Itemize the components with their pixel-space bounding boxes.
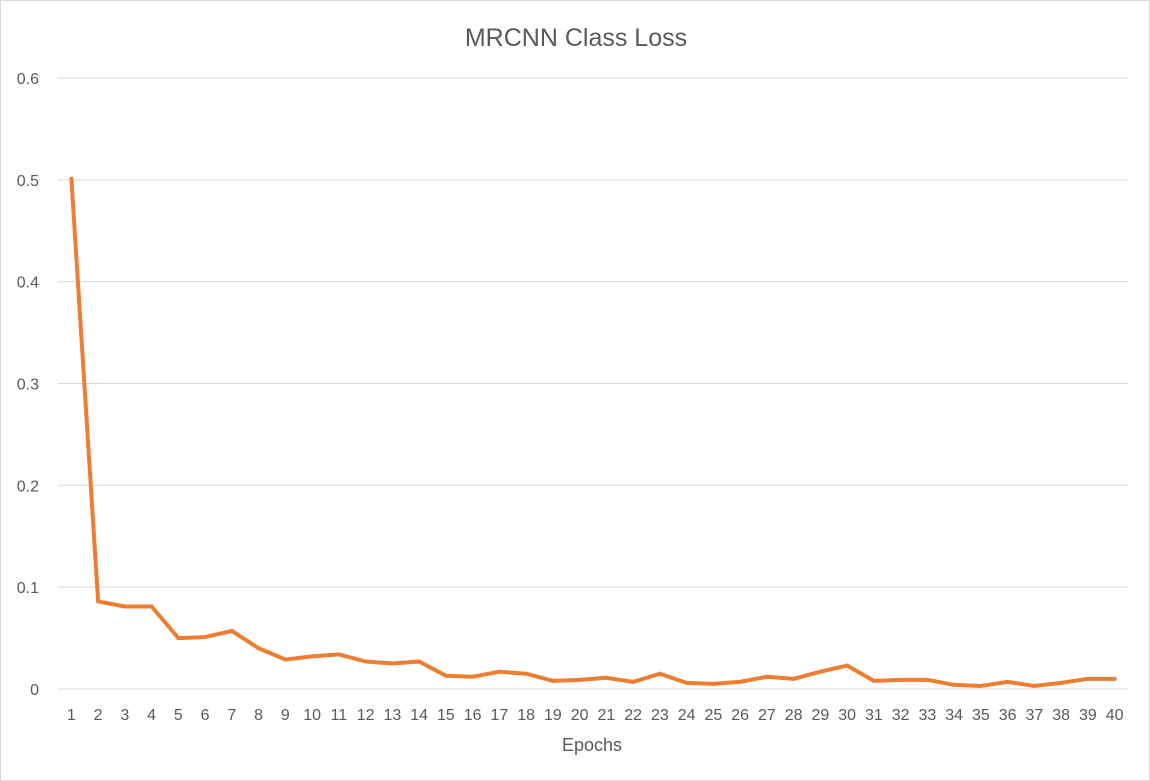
data-point [96, 599, 101, 604]
data-point [577, 677, 582, 682]
data-point [363, 659, 368, 664]
data-point [604, 675, 609, 680]
x-tick-label: 19 [544, 707, 562, 724]
x-tick-label: 17 [490, 707, 508, 724]
data-point [550, 678, 555, 683]
data-point [310, 654, 315, 659]
data-point [925, 677, 930, 682]
x-axis-tick-labels: 1 2 3 4 5 6 7 8 9 10 11 12 13 14 15 16 17 18 19 20 21 22 23 24 2… [67, 707, 1124, 724]
data-point [631, 679, 636, 684]
x-tick-label: 5 [174, 707, 183, 724]
x-tick-label: 37 [1025, 707, 1043, 724]
x-tick-label: 34 [945, 707, 963, 724]
x-tick-label: 22 [624, 707, 642, 724]
y-tick-label: 0.4 [17, 275, 39, 292]
y-tick-label: 0.2 [17, 478, 39, 495]
data-point [470, 674, 475, 679]
data-point [229, 628, 234, 633]
x-tick-label: 7 [227, 707, 236, 724]
data-point [203, 635, 208, 640]
data-point [657, 671, 662, 676]
x-tick-label: 23 [651, 707, 669, 724]
data-point [738, 679, 743, 684]
data-point [336, 652, 341, 657]
data-point [978, 683, 983, 688]
x-tick-label: 25 [704, 707, 722, 724]
data-point [952, 682, 957, 687]
y-tick-label: 0.6 [17, 71, 39, 88]
x-tick-label: 11 [331, 707, 348, 724]
x-tick-label: 2 [94, 707, 103, 724]
x-tick-label: 36 [999, 707, 1017, 724]
x-tick-label: 4 [147, 707, 156, 724]
x-tick-label: 21 [597, 707, 615, 724]
x-tick-label: 30 [838, 707, 856, 724]
chart-title: MRCNN Class Loss [465, 24, 687, 52]
x-tick-label: 29 [811, 707, 829, 724]
x-tick-label: 39 [1079, 707, 1097, 724]
series-layer [69, 176, 1117, 688]
x-tick-label: 38 [1052, 707, 1070, 724]
data-point [1085, 676, 1090, 681]
y-axis-tick-labels: 0 0.1 0.2 0.3 0.4 0.5 0.6 [17, 71, 39, 699]
x-tick-label: 12 [357, 707, 375, 724]
y-tick-label: 0.5 [17, 173, 39, 190]
x-tick-label: 14 [410, 707, 428, 724]
y-tick-label: 0.1 [17, 580, 39, 597]
data-point [1032, 683, 1037, 688]
x-tick-label: 9 [281, 707, 290, 724]
data-point [1112, 676, 1117, 681]
data-point [149, 604, 154, 609]
data-point [283, 657, 288, 662]
series-line [69, 176, 1117, 688]
data-point [69, 176, 74, 181]
x-tick-label: 35 [972, 707, 990, 724]
x-tick-label: 24 [678, 707, 696, 724]
data-point [791, 676, 796, 681]
x-tick-label: 33 [918, 707, 936, 724]
data-point [443, 673, 448, 678]
data-point [871, 678, 876, 683]
x-axis-title: Epochs [562, 735, 622, 755]
data-point [176, 636, 181, 641]
data-point [711, 681, 716, 686]
x-tick-label: 6 [201, 707, 210, 724]
y-tick-label: 0 [30, 682, 39, 699]
gridlines [58, 77, 1128, 690]
data-point [390, 661, 395, 666]
data-point [845, 663, 850, 668]
x-tick-label: 8 [254, 707, 263, 724]
x-tick-label: 10 [303, 707, 321, 724]
x-tick-label: 26 [731, 707, 749, 724]
data-point [684, 680, 689, 685]
data-point [818, 669, 823, 674]
x-tick-label: 27 [758, 707, 776, 724]
x-tick-label: 1 [67, 707, 76, 724]
x-tick-label: 31 [865, 707, 883, 724]
data-point [417, 659, 422, 664]
data-point [122, 604, 127, 609]
x-tick-label: 13 [383, 707, 401, 724]
x-tick-label: 20 [571, 707, 589, 724]
x-tick-label: 15 [437, 707, 455, 724]
data-point [898, 677, 903, 682]
data-point [524, 671, 529, 676]
x-tick-label: 16 [464, 707, 482, 724]
data-point [497, 669, 502, 674]
x-tick-label: 18 [517, 707, 535, 724]
data-point [1005, 679, 1010, 684]
x-tick-label: 32 [892, 707, 910, 724]
x-tick-label: 28 [785, 707, 803, 724]
y-tick-label: 0.3 [17, 377, 39, 394]
x-tick-label: 3 [120, 707, 129, 724]
data-point [764, 674, 769, 679]
data-point [1059, 680, 1064, 685]
x-tick-label: 40 [1106, 707, 1124, 724]
data-point [256, 646, 261, 651]
